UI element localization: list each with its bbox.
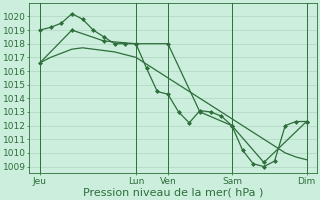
X-axis label: Pression niveau de la mer( hPa ): Pression niveau de la mer( hPa ) [83,187,263,197]
